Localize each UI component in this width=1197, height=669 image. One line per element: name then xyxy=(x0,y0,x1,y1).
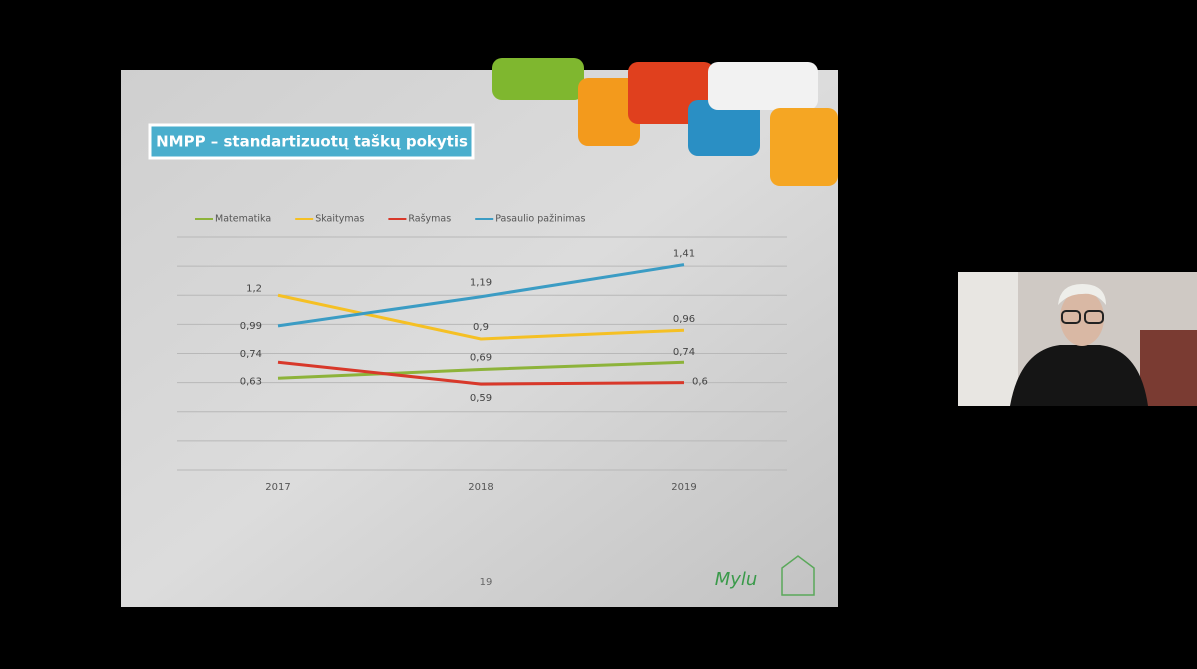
data-label: 1,2 xyxy=(246,283,262,294)
chart-title: NMPP – standartizuotų taškų pokytis xyxy=(156,133,468,151)
title-box xyxy=(148,123,475,160)
page-number: 19 xyxy=(480,577,493,588)
x-tick-label: 2018 xyxy=(468,482,493,493)
data-label: 1,19 xyxy=(470,278,492,289)
decor-tiles xyxy=(492,58,838,186)
x-tick-label: 2017 xyxy=(265,482,290,493)
webcam xyxy=(958,272,1197,406)
data-label: 0,63 xyxy=(240,376,262,387)
data-label: 0,96 xyxy=(673,314,695,325)
logo-icon xyxy=(781,555,815,596)
legend-label: Pasaulio pažinimas xyxy=(495,214,585,225)
series-line xyxy=(277,263,685,328)
data-label: 0,6 xyxy=(692,377,708,388)
series-line xyxy=(277,293,685,341)
legend-label: Skaitymas xyxy=(315,214,364,225)
data-label: 0,69 xyxy=(470,353,492,364)
series-line xyxy=(277,360,685,380)
data-label: 0,9 xyxy=(473,322,489,333)
x-tick-label: 2019 xyxy=(671,482,696,493)
legend-label: Rašymas xyxy=(408,214,451,225)
data-label: 1,41 xyxy=(673,249,695,260)
series-line xyxy=(277,360,685,386)
logo: Mylu xyxy=(715,569,758,590)
data-label: 0,74 xyxy=(673,347,695,358)
data-label: 0,74 xyxy=(240,349,262,360)
data-label: 0,99 xyxy=(240,321,262,332)
data-label: 0,59 xyxy=(470,393,492,404)
legend-label: Matematika xyxy=(215,214,271,225)
chart: 2017 2018 2019 Matematika Skaitymas Rašymas Pa… xyxy=(177,214,787,493)
